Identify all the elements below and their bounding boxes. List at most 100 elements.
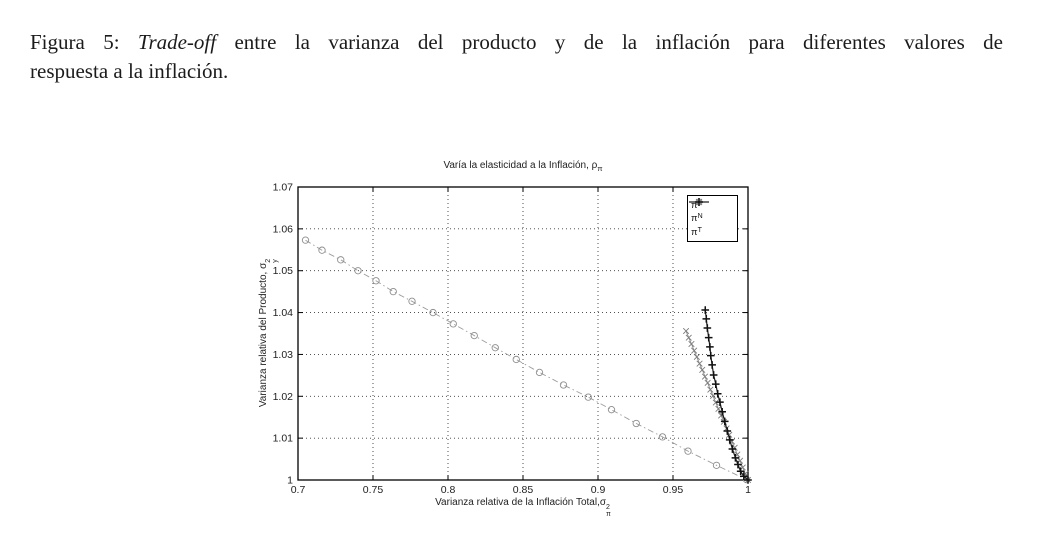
y-tick-label: 1 (287, 475, 293, 487)
y-tick-label: 1.05 (273, 265, 294, 277)
x-tick-label: 1 (745, 484, 751, 496)
legend-label-pi-T-sup: T (697, 227, 702, 235)
marker-x (699, 366, 706, 374)
marker-plus (704, 333, 713, 342)
marker-circle (449, 320, 457, 328)
caption-italic: Trade-off (137, 30, 217, 54)
x-axis-label-sup: 2 (606, 504, 610, 511)
marker-circle (491, 344, 499, 352)
marker-plus (709, 371, 718, 379)
chart-title-text: Varía la elasticidad a la Inflación, ρ (443, 160, 598, 171)
y-tick-label: 1.03 (273, 349, 294, 361)
marker-circle (607, 406, 616, 414)
marker-circle (712, 461, 721, 469)
legend-label-pi-N: πN (691, 212, 703, 224)
marker-plus (718, 407, 726, 416)
x-tick-label: 0.7 (291, 484, 306, 496)
marker-x (696, 360, 703, 367)
figure-caption-line2: respuesta a la inflación. (30, 59, 229, 83)
y-axis-label-text: Varianza relativa del Producto, σ (258, 262, 269, 408)
y-tick-label: 1.01 (273, 433, 294, 445)
marker-plus (708, 361, 716, 369)
y-axis-label-subscript: y (271, 259, 279, 263)
marker-plus (725, 436, 734, 444)
marker-circle (318, 246, 326, 254)
marker-x (685, 334, 692, 341)
marker-x (704, 379, 711, 387)
chart-title: Varía la elasticidad a la Inflación, ρπ (298, 160, 748, 173)
legend-label-pi: π (691, 199, 698, 211)
x-axis-label: Varianza relativa de la Inflación Total,… (298, 497, 748, 518)
y-tick-label: 1.04 (273, 307, 294, 319)
marker-circle (559, 381, 568, 389)
marker-plus (734, 460, 742, 469)
marker-plus (740, 472, 748, 481)
plot-frame (297, 186, 749, 481)
marker-circle (512, 355, 520, 364)
marker-plus (716, 398, 724, 406)
legend-label-pi-T: πT (691, 226, 702, 238)
marker-x (691, 347, 698, 354)
chart-title-sub: π (597, 164, 603, 173)
marker-plus (703, 324, 712, 332)
marker-plus (713, 389, 722, 398)
x-tick-label: 0.8 (441, 484, 456, 496)
marker-circle (372, 277, 380, 285)
legend-label-pi-N-text: π (691, 213, 698, 225)
caption-prefix: Figura 5: (30, 30, 138, 54)
marker-plus (702, 315, 711, 323)
marker-circle (337, 256, 345, 264)
series-pi-line (305, 239, 747, 481)
marker-plus (723, 427, 732, 435)
marker-circle (429, 308, 437, 317)
marker-circle (301, 236, 310, 244)
marker-plus (711, 380, 720, 388)
legend-item-pi-T: πT (689, 198, 737, 239)
marker-x (712, 399, 719, 406)
y-tick-label: 1.06 (273, 223, 294, 235)
marker-circle (408, 297, 416, 305)
marker-circle (632, 419, 640, 428)
marker-circle (389, 287, 397, 296)
x-tick-label: 0.95 (663, 484, 684, 496)
marker-plus (707, 351, 715, 360)
legend-label-pi-text: π (691, 199, 698, 211)
marker-circle (658, 433, 667, 441)
legend-item-pi-N: πN (689, 198, 737, 225)
marker-circle (584, 393, 592, 401)
x-axis-label-subscript: π (606, 510, 611, 518)
series-pi (301, 236, 751, 484)
marker-plus (736, 467, 745, 476)
series-pi-T (701, 306, 752, 484)
marker-x (701, 373, 709, 380)
marker-plus (731, 454, 740, 462)
legend-label-pi-N-sup: N (697, 213, 703, 221)
marker-circle (470, 331, 478, 340)
marker-plus (744, 476, 752, 484)
marker-circle (684, 447, 692, 455)
y-tick-label: 1.07 (273, 182, 294, 194)
marker-x (715, 405, 722, 412)
x-tick-label: 0.75 (363, 484, 384, 496)
marker-plus (706, 343, 714, 351)
x-tick-label: 0.9 (591, 484, 606, 496)
marker-plus (720, 417, 729, 426)
marker-x (707, 386, 714, 393)
marker-x (688, 340, 695, 348)
marker-circle (354, 267, 362, 275)
x-axis-label-text: Varianza relativa de la Inflación Total,… (435, 497, 607, 508)
legend: π πN πT (687, 195, 738, 242)
legend-label-pi-T-text: π (691, 227, 698, 239)
figure-caption-line1: Figura 5: Trade-off entre la varianza de… (30, 28, 1003, 57)
caption-rest: entre la varianza del producto y de la i… (216, 30, 1003, 54)
figure-caption: Figura 5: Trade-off entre la varianza de… (30, 28, 1003, 86)
marker-plus (701, 306, 710, 314)
marker-x (693, 353, 700, 361)
marker-plus (728, 445, 737, 453)
marker-circle (535, 368, 544, 377)
